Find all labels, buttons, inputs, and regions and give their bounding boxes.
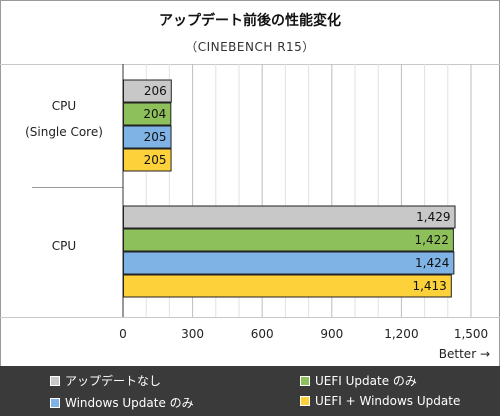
legend-swatch [50, 397, 60, 408]
legend-item-windows-update: Windows Update のみ [50, 394, 194, 411]
plot-top-border [0, 64, 500, 65]
bar-value-label: 1,422 [415, 233, 449, 247]
chart-subtitle: （CINEBENCH R15） [185, 40, 315, 54]
bar-value-label: 1,413 [412, 279, 446, 293]
bar-value-label: 205 [144, 153, 167, 167]
bar [123, 102, 172, 126]
legend-swatch [300, 396, 310, 406]
legend-label: UEFI Update のみ [315, 374, 417, 388]
x-axis-label: Better → [438, 347, 490, 361]
bar [123, 205, 456, 229]
bar [123, 228, 454, 252]
category-label: (Single Core) [25, 125, 103, 139]
x-tick-label: 600 [251, 327, 274, 341]
x-tick-label: 0 [119, 327, 127, 341]
category-label: CPU [52, 99, 76, 113]
legend: アップデートなし UEFI Update のみ Windows Update の… [0, 366, 500, 416]
legend-swatch [300, 375, 310, 386]
bar-value-label: 206 [144, 84, 167, 98]
category-label: CPU [52, 239, 76, 253]
bar [123, 148, 172, 172]
legend-item-no-update: アップデートなし [50, 372, 161, 389]
legend-label: UEFI + Windows Update [315, 394, 461, 408]
bar-value-label: 1,424 [415, 256, 449, 270]
plot-bottom-border [0, 317, 500, 318]
legend-label: Windows Update のみ [65, 396, 194, 410]
bar-value-label: 204 [143, 107, 166, 121]
legend-item-uefi-windows-update: UEFI + Windows Update [300, 394, 460, 408]
legend-label: アップデートなし [65, 374, 162, 388]
chart-title: アップデート前後の性能変化 [159, 13, 341, 29]
legend-item-uefi-update: UEFI Update のみ [300, 372, 417, 389]
bar [123, 274, 452, 298]
bar-value-label: 205 [144, 130, 167, 144]
x-tick-label: 1,200 [384, 327, 418, 341]
bar [123, 79, 172, 103]
x-tick-label: 900 [320, 327, 343, 341]
x-tick-label: 300 [181, 327, 204, 341]
legend-swatch [50, 375, 60, 386]
bar-value-label: 1,429 [416, 210, 450, 224]
bar [123, 251, 455, 275]
bar [123, 125, 172, 149]
x-tick-label: 1,500 [454, 327, 488, 341]
